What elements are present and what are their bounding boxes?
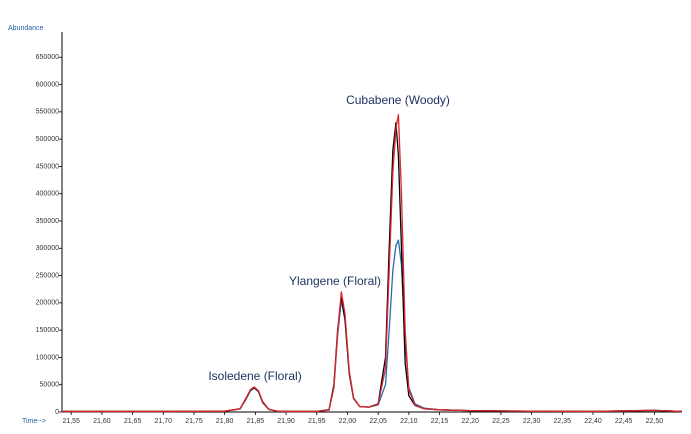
y-tick-label: 0 bbox=[55, 409, 59, 416]
y-tick-label: 450000 bbox=[36, 163, 59, 170]
y-tick-label: 50000 bbox=[40, 382, 60, 389]
peak-annotation: Ylangene (Floral) bbox=[289, 274, 381, 288]
series-line bbox=[62, 122, 683, 413]
y-tick-label: 100000 bbox=[36, 354, 59, 361]
x-tick-label: 22,20 bbox=[461, 418, 479, 425]
x-tick-label: 21,90 bbox=[277, 418, 295, 425]
x-tick-label: 21,95 bbox=[308, 418, 326, 425]
x-tick-label: 22,25 bbox=[492, 418, 510, 425]
y-tick-label: 600000 bbox=[36, 81, 59, 88]
x-tick-label: 21,70 bbox=[155, 418, 173, 425]
x-tick-label: 22,00 bbox=[339, 418, 357, 425]
x-tick-label: 22,50 bbox=[646, 418, 664, 425]
peak-annotation: Isoledene (Floral) bbox=[208, 369, 301, 383]
x-tick-label: 21,65 bbox=[124, 418, 142, 425]
x-tick-label: 21,60 bbox=[93, 418, 111, 425]
y-tick-label: 400000 bbox=[36, 191, 59, 198]
y-tick-label: 500000 bbox=[36, 136, 59, 143]
y-tick-label: 650000 bbox=[36, 54, 59, 61]
series-line bbox=[62, 239, 683, 413]
peak-annotation: Cubabene (Woody) bbox=[346, 93, 450, 107]
x-tick-label: 22,40 bbox=[584, 418, 602, 425]
x-tick-label: 21,55 bbox=[62, 418, 80, 425]
y-tick-label: 350000 bbox=[36, 218, 59, 225]
y-tick-label: 200000 bbox=[36, 300, 59, 307]
x-tick-label: 22,15 bbox=[431, 418, 449, 425]
y-tick-label: 150000 bbox=[36, 327, 59, 334]
y-tick-label: 300000 bbox=[36, 245, 59, 252]
x-tick-label: 22,10 bbox=[400, 418, 418, 425]
y-tick-label: 250000 bbox=[36, 272, 59, 279]
x-tick-label: 21,75 bbox=[185, 418, 203, 425]
x-tick-label: 22,45 bbox=[615, 418, 633, 425]
y-axis-title: Abundance bbox=[8, 25, 44, 32]
x-tick-label: 22,05 bbox=[369, 418, 387, 425]
x-tick-label: 22,35 bbox=[554, 418, 572, 425]
x-tick-label: 22,30 bbox=[523, 418, 541, 425]
x-tick-label: 21,80 bbox=[216, 418, 234, 425]
x-axis-title: Time--> bbox=[22, 418, 46, 425]
series-line bbox=[62, 113, 683, 413]
y-tick-label: 550000 bbox=[36, 109, 59, 116]
x-tick-label: 21,85 bbox=[247, 418, 265, 425]
